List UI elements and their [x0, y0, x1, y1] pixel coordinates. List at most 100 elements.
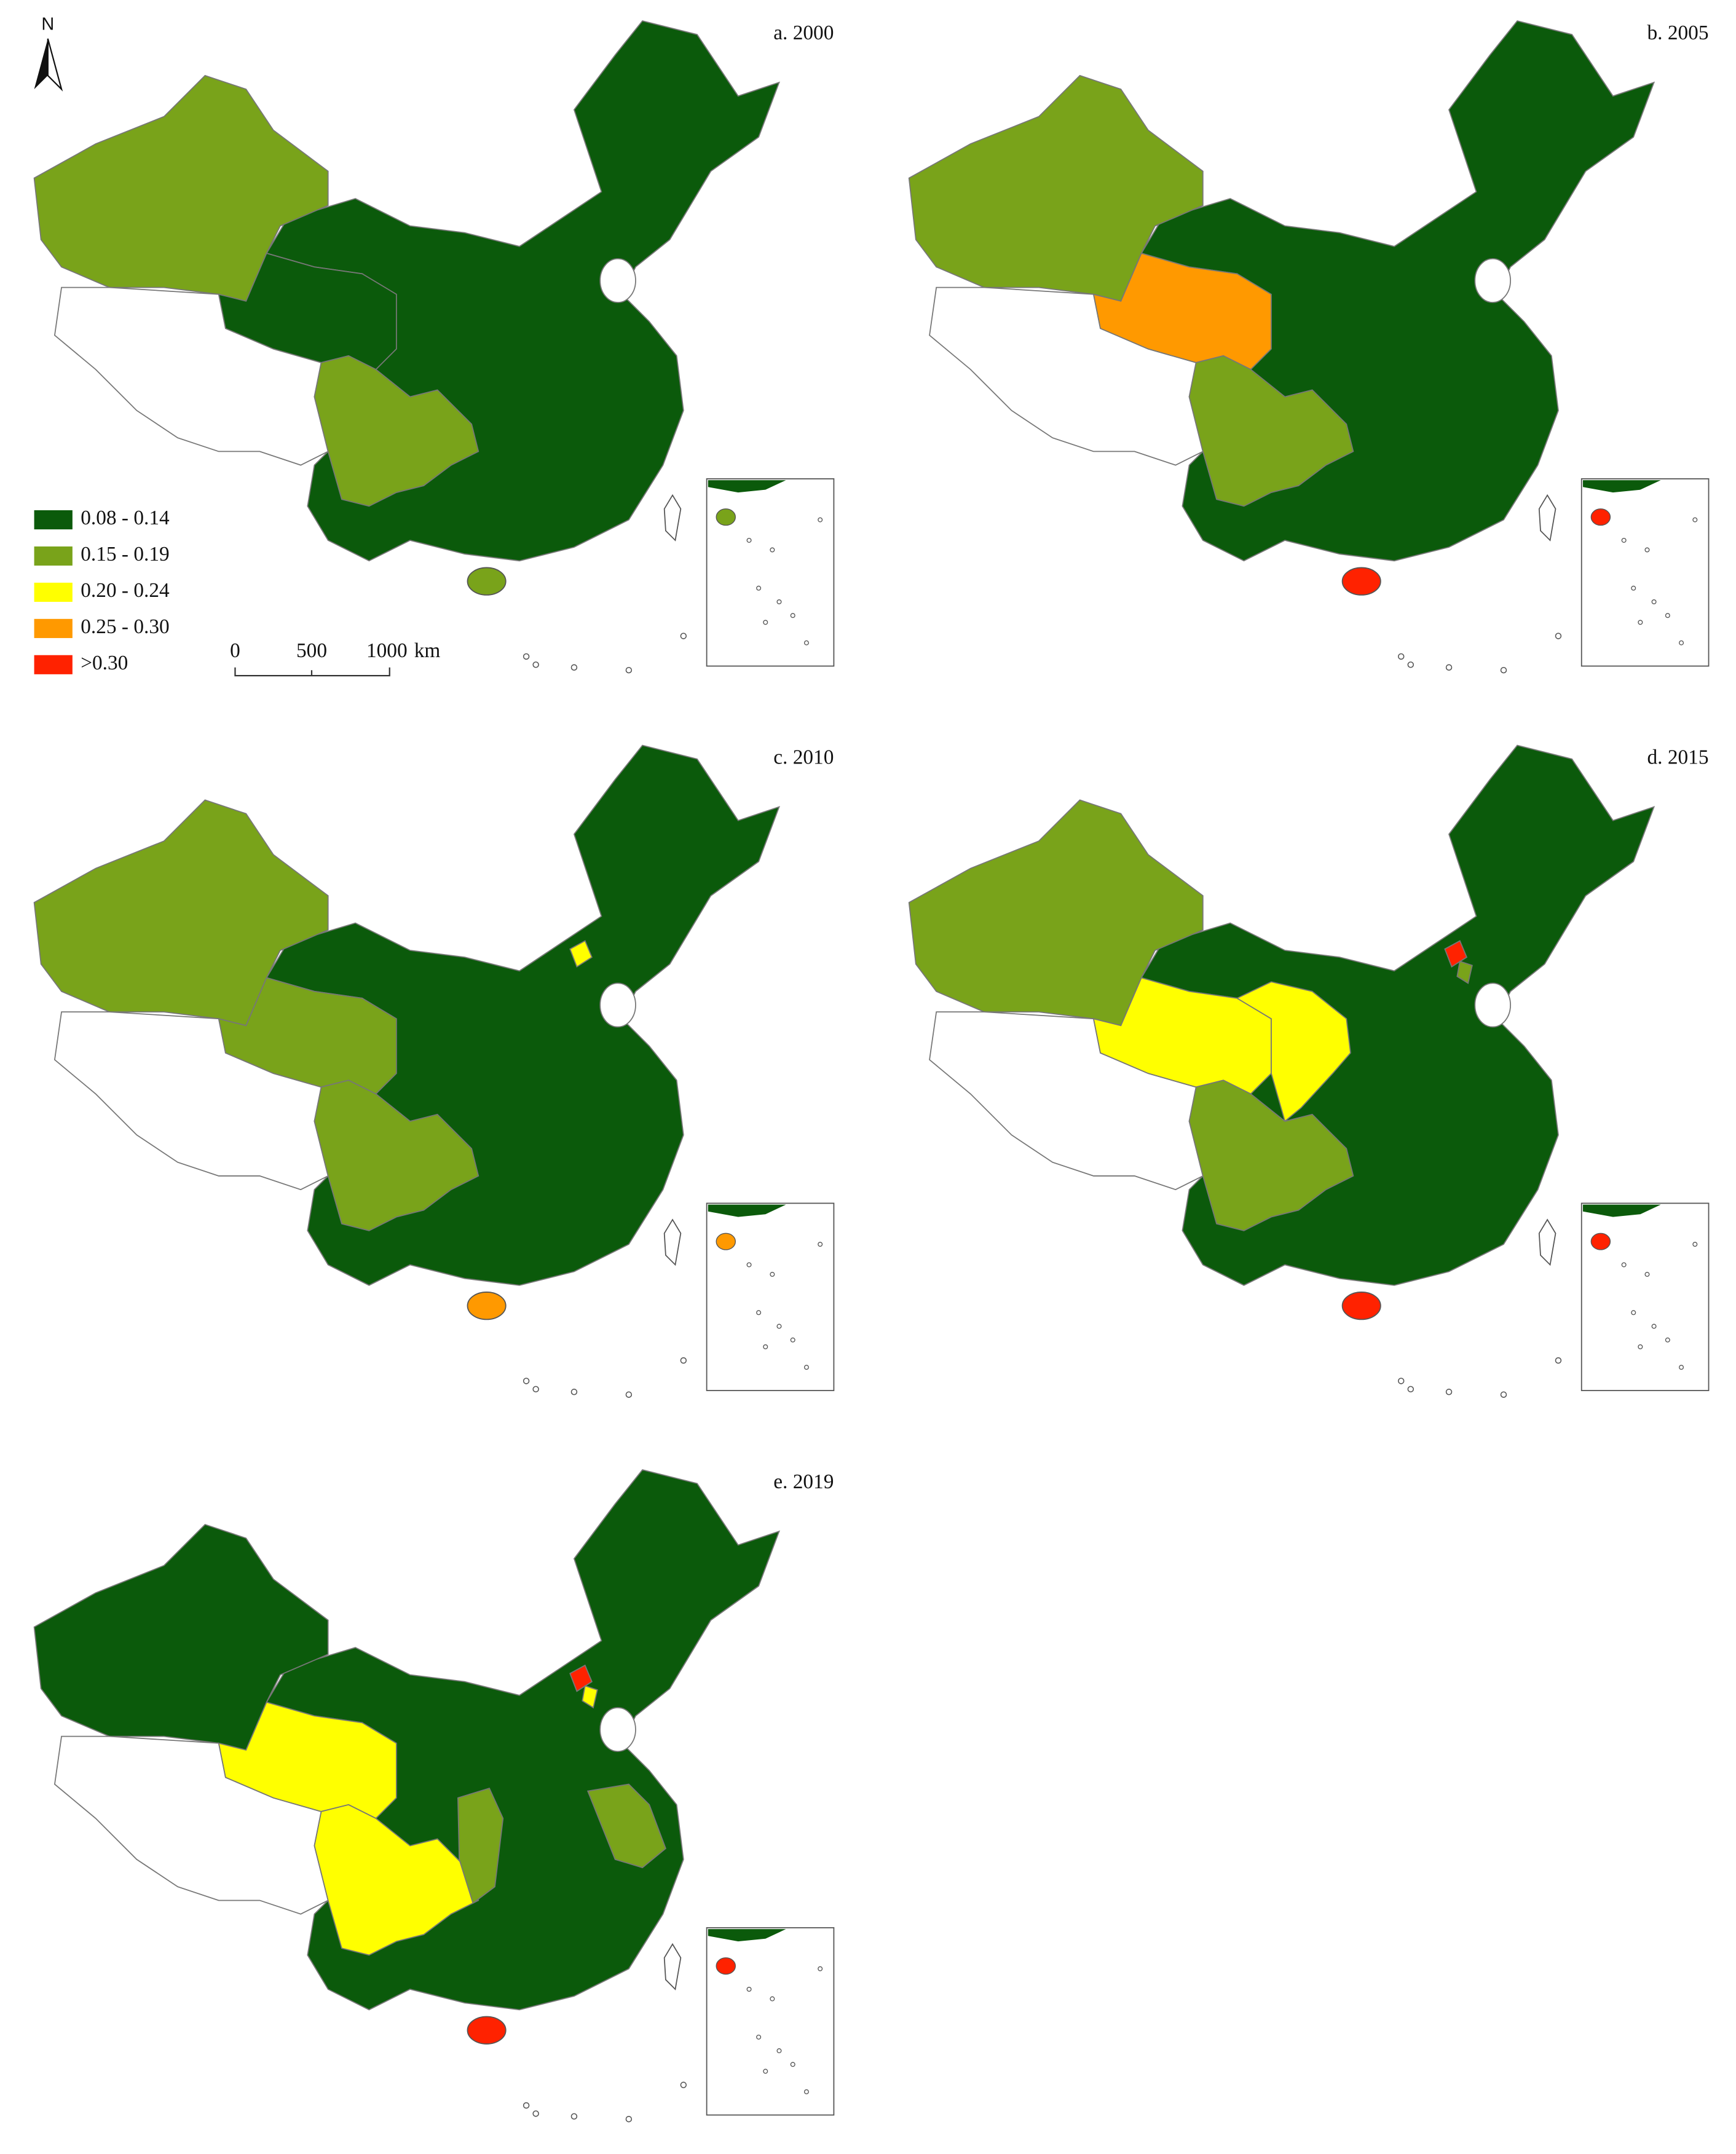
legend-label: >0.30	[81, 652, 128, 674]
province-tianjin	[1456, 960, 1473, 984]
map-panel: a. 2000	[33, 20, 835, 674]
bohai-sea	[1474, 982, 1511, 1028]
inset-island	[776, 599, 782, 605]
bohai-sea	[599, 982, 636, 1028]
province-beijing	[569, 1664, 593, 1692]
panel-title: e. 2019	[773, 1470, 834, 1493]
province-beijing	[569, 940, 593, 968]
panel-title: d. 2015	[1647, 746, 1708, 768]
inset-island	[770, 1272, 775, 1277]
island	[1407, 661, 1414, 668]
island	[1445, 664, 1453, 671]
province-qinghai	[218, 977, 397, 1095]
inset-island	[1665, 613, 1670, 618]
inset-island	[763, 2069, 768, 2074]
province-xinjiang	[908, 799, 1204, 1027]
north-arrow	[34, 38, 48, 90]
island	[680, 1357, 687, 1364]
province-sichuan	[1188, 1079, 1354, 1231]
province-xinjiang	[33, 74, 329, 302]
legend-swatch	[34, 546, 73, 566]
inset-island	[803, 2089, 809, 2094]
province-hainan	[1341, 1292, 1381, 1320]
island	[532, 2110, 539, 2117]
province-tianjin	[582, 1685, 598, 1709]
taiwan	[1538, 1218, 1556, 1266]
taiwan	[663, 1943, 682, 1990]
island	[625, 1391, 633, 1398]
taiwan	[663, 1218, 682, 1266]
inset-island	[1692, 1242, 1698, 1247]
inset-island	[756, 2034, 762, 2040]
province-xinjiang	[33, 799, 329, 1027]
island	[1555, 1357, 1562, 1364]
inset-island	[776, 2048, 782, 2054]
inset-island	[776, 1324, 782, 1329]
map-panel: d. 2015	[908, 744, 1710, 1398]
bohai-sea	[599, 1707, 636, 1752]
inset-island	[818, 1966, 823, 1971]
inset-island	[790, 2062, 795, 2067]
province-sichuan	[314, 355, 479, 507]
map-panel: b. 2005	[908, 20, 1710, 674]
map-panel: e. 2019	[33, 1469, 835, 2123]
inset-frame	[1580, 1202, 1710, 1391]
island	[680, 633, 687, 639]
inset-island	[746, 1986, 752, 1992]
province-xinjiang	[33, 1523, 329, 1751]
island	[570, 664, 578, 671]
inset-island	[1651, 1324, 1657, 1329]
inset-island	[790, 1337, 795, 1343]
island	[1555, 633, 1562, 639]
legend-swatch	[34, 510, 73, 530]
inset-island	[763, 620, 768, 625]
bohai-sea	[1474, 258, 1511, 303]
inset-island	[1631, 585, 1636, 591]
inset-island	[756, 1310, 762, 1316]
inset-island	[770, 1996, 775, 2002]
island	[1397, 1378, 1405, 1384]
inset-hainan	[716, 508, 736, 526]
province-shaanxi	[457, 1788, 504, 1904]
inset-coast	[708, 1929, 786, 1942]
province-qinghai	[218, 1701, 397, 1820]
inset-island	[756, 585, 762, 591]
inset-frame	[706, 478, 835, 667]
legend-label: 0.08 - 0.14	[81, 507, 170, 529]
map-panel: c. 2010	[33, 744, 835, 1398]
inset-island	[818, 517, 823, 523]
inset-island	[1638, 1344, 1643, 1349]
island	[570, 2113, 578, 2120]
province-qinghai	[1092, 252, 1272, 371]
island	[532, 661, 539, 668]
inset-island	[1638, 620, 1643, 625]
province-sichuan	[314, 1804, 479, 1956]
island	[532, 1386, 539, 1393]
province-hainan	[467, 2016, 507, 2045]
inset-coast	[708, 1204, 786, 1217]
legend-label: 0.15 - 0.19	[81, 543, 169, 566]
north-arrow-outline	[47, 38, 63, 92]
inset-island	[1644, 547, 1650, 553]
inset-frame	[706, 1927, 835, 2116]
legend-swatch	[34, 655, 73, 674]
island	[523, 2102, 530, 2109]
inset-frame	[1580, 478, 1710, 667]
province-qinghai	[218, 252, 397, 371]
island	[1500, 1391, 1507, 1398]
legend-swatch	[34, 618, 73, 638]
taiwan	[1538, 494, 1556, 542]
inset-frame	[706, 1202, 835, 1391]
legend-label: 0.20 - 0.24	[81, 579, 170, 602]
panel-title: c. 2010	[773, 746, 834, 768]
province-xinjiang	[908, 74, 1204, 302]
province-sichuan	[314, 1079, 479, 1231]
legend-label: 0.25 - 0.30	[81, 615, 169, 638]
island	[1407, 1386, 1414, 1393]
inset-coast	[708, 480, 786, 493]
scale-tick-label: 1000	[366, 639, 408, 662]
inset-island	[803, 1365, 809, 1370]
inset-island	[818, 1242, 823, 1247]
